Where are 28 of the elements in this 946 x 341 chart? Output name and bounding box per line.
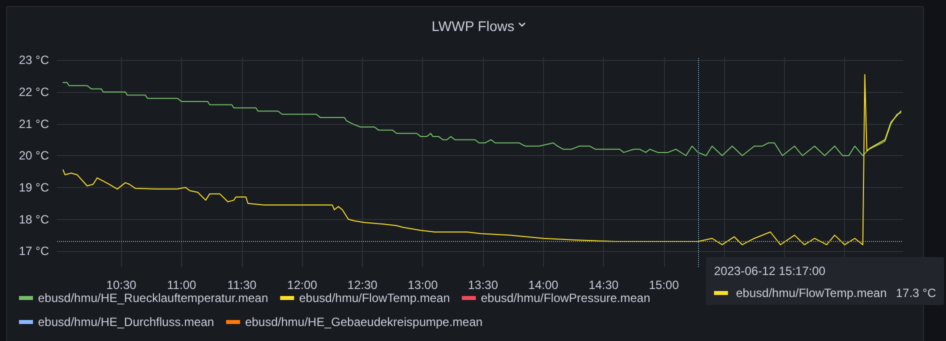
line-series	[62, 74, 902, 246]
y-tick-label: 22 °C	[18, 85, 50, 99]
text: ebusd/hmu/FlowTemp.mean	[736, 286, 887, 300]
line-series	[62, 82, 902, 156]
legend-label: ebusd/hmu/HE_Gebaeudekreispumpe.mean	[245, 315, 483, 329]
x-tick-label: 11:30	[227, 278, 257, 292]
x-tick-label: 15:00	[648, 278, 680, 292]
y-tick-label: 17 °C	[18, 244, 50, 258]
x-tick-label: 12:00	[287, 278, 318, 292]
y-tick-label: 18 °C	[18, 212, 50, 226]
legend-label: ebusd/hmu/FlowPressure.mean	[480, 291, 650, 305]
y-tick-label: 23 °C	[18, 53, 50, 68]
chart-title: LWWP Flows	[432, 18, 514, 34]
x-tick-label: 10:30	[106, 278, 137, 292]
y-tick-label: 21 °C	[18, 116, 50, 131]
x-tick-label: 14:30	[588, 278, 619, 292]
legend-label: ebusd/hmu/HE_Ruecklauftemperatur.mean	[38, 291, 268, 305]
x-tick-label: 13:30	[468, 278, 498, 292]
text: 17.3 °C	[896, 286, 936, 300]
legend-label: ebusd/hmu/FlowTemp.mean	[299, 291, 450, 305]
y-tick-label: 20 °C	[18, 148, 50, 163]
y-tick-label: 19 °C	[18, 180, 50, 194]
x-tick-label: 12:30	[347, 278, 378, 292]
legend-label: ebusd/hmu/HE_Durchfluss.mean	[38, 315, 214, 329]
x-tick-label: 13:00	[408, 278, 438, 292]
annotation: 2023-06-12 15:17:00	[714, 264, 826, 278]
x-tick-label: 11:00	[167, 278, 196, 292]
x-tick-label: 14:00	[528, 278, 559, 292]
